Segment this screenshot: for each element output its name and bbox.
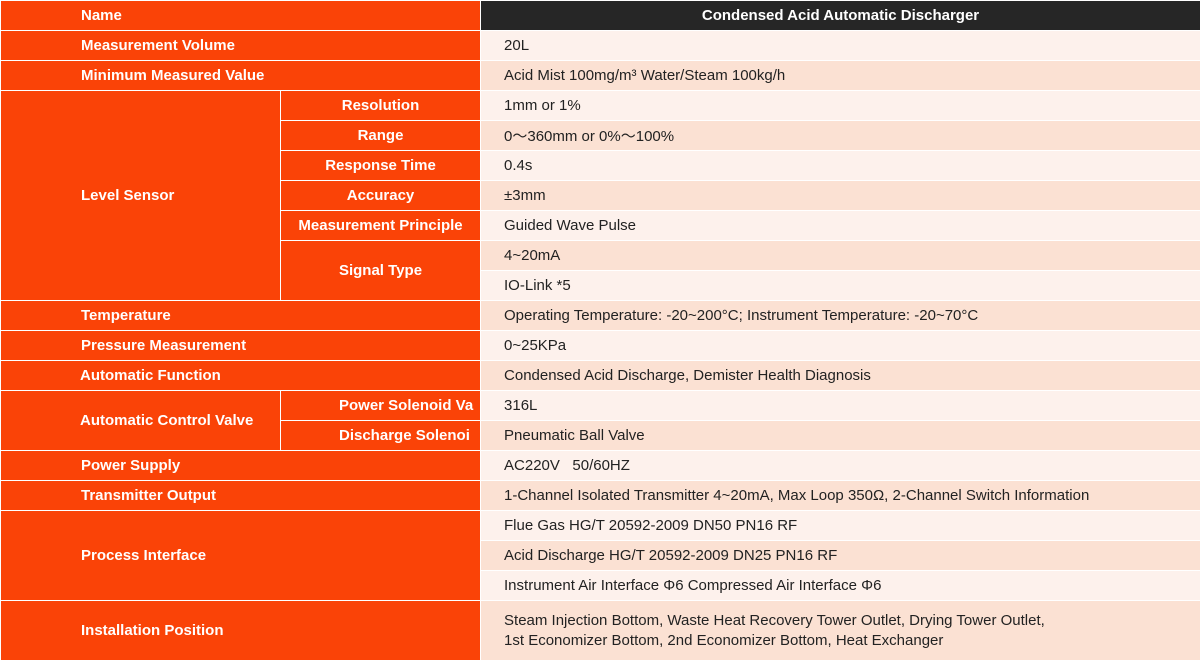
row-value: Guided Wave Pulse <box>480 210 1200 241</box>
sub-label: Power Solenoid Va <box>279 390 482 421</box>
row-value: Condensed Acid Discharge, Demister Healt… <box>480 360 1200 391</box>
row-label: Installation Position <box>0 600 482 661</box>
row-label: Process Interface <box>0 510 482 601</box>
header-label: Name <box>0 0 482 31</box>
row-value: Acid Discharge HG/T 20592-2009 DN25 PN16… <box>480 540 1200 571</box>
row-value: IO-Link *5 <box>480 270 1200 301</box>
row-value: ±3mm <box>480 180 1200 211</box>
row-value: 1-Channel Isolated Transmitter 4~20mA, M… <box>480 480 1200 511</box>
row-value: 0.4s <box>480 150 1200 181</box>
sub-label: Resolution <box>279 90 482 121</box>
row-label: Power Supply <box>0 450 482 481</box>
sub-label: Discharge Solenoi <box>279 420 482 451</box>
value-line: Steam Injection Bottom, Waste Heat Recov… <box>504 611 1045 629</box>
row-value: AC220V 50/60HZ <box>480 450 1200 481</box>
value-line: 1st Economizer Bottom, 2nd Economizer Bo… <box>504 631 944 649</box>
row-value: 20L <box>480 30 1200 61</box>
sub-label: Signal Type <box>279 240 482 301</box>
row-label: Minimum Measured Value <box>0 60 482 91</box>
row-label: Transmitter Output <box>0 480 482 511</box>
row-value: Flue Gas HG/T 20592-2009 DN50 PN16 RF <box>480 510 1200 541</box>
row-value: 316L <box>480 390 1200 421</box>
row-value: 4~20mA <box>480 240 1200 271</box>
row-label: Measurement Volume <box>0 30 482 61</box>
row-value: Instrument Air Interface Φ6 Compressed A… <box>480 570 1200 601</box>
row-label: Pressure Measurement <box>0 330 482 361</box>
header-value: Condensed Acid Automatic Discharger <box>480 0 1200 31</box>
row-value: Acid Mist 100mg/m³ Water/Steam 100kg/h <box>480 60 1200 91</box>
row-value: Pneumatic Ball Valve <box>480 420 1200 451</box>
sub-label: Response Time <box>279 150 482 181</box>
row-label: Temperature <box>0 300 482 331</box>
row-label: Level Sensor <box>0 90 281 301</box>
row-value: 0～360mm or 0%～100% <box>480 120 1200 151</box>
sub-label: Range <box>279 120 482 151</box>
sub-label: Accuracy <box>279 180 482 211</box>
row-value: Operating Temperature: -20~200°C; Instru… <box>480 300 1200 331</box>
row-value: 1mm or 1% <box>480 90 1200 121</box>
row-value: 0~25KPa <box>480 330 1200 361</box>
row-value: Steam Injection Bottom, Waste Heat Recov… <box>480 600 1200 661</box>
row-label: Automatic Control Valve <box>0 390 281 451</box>
row-label: Automatic Function <box>0 360 482 391</box>
sub-label: Measurement Principle <box>279 210 482 241</box>
